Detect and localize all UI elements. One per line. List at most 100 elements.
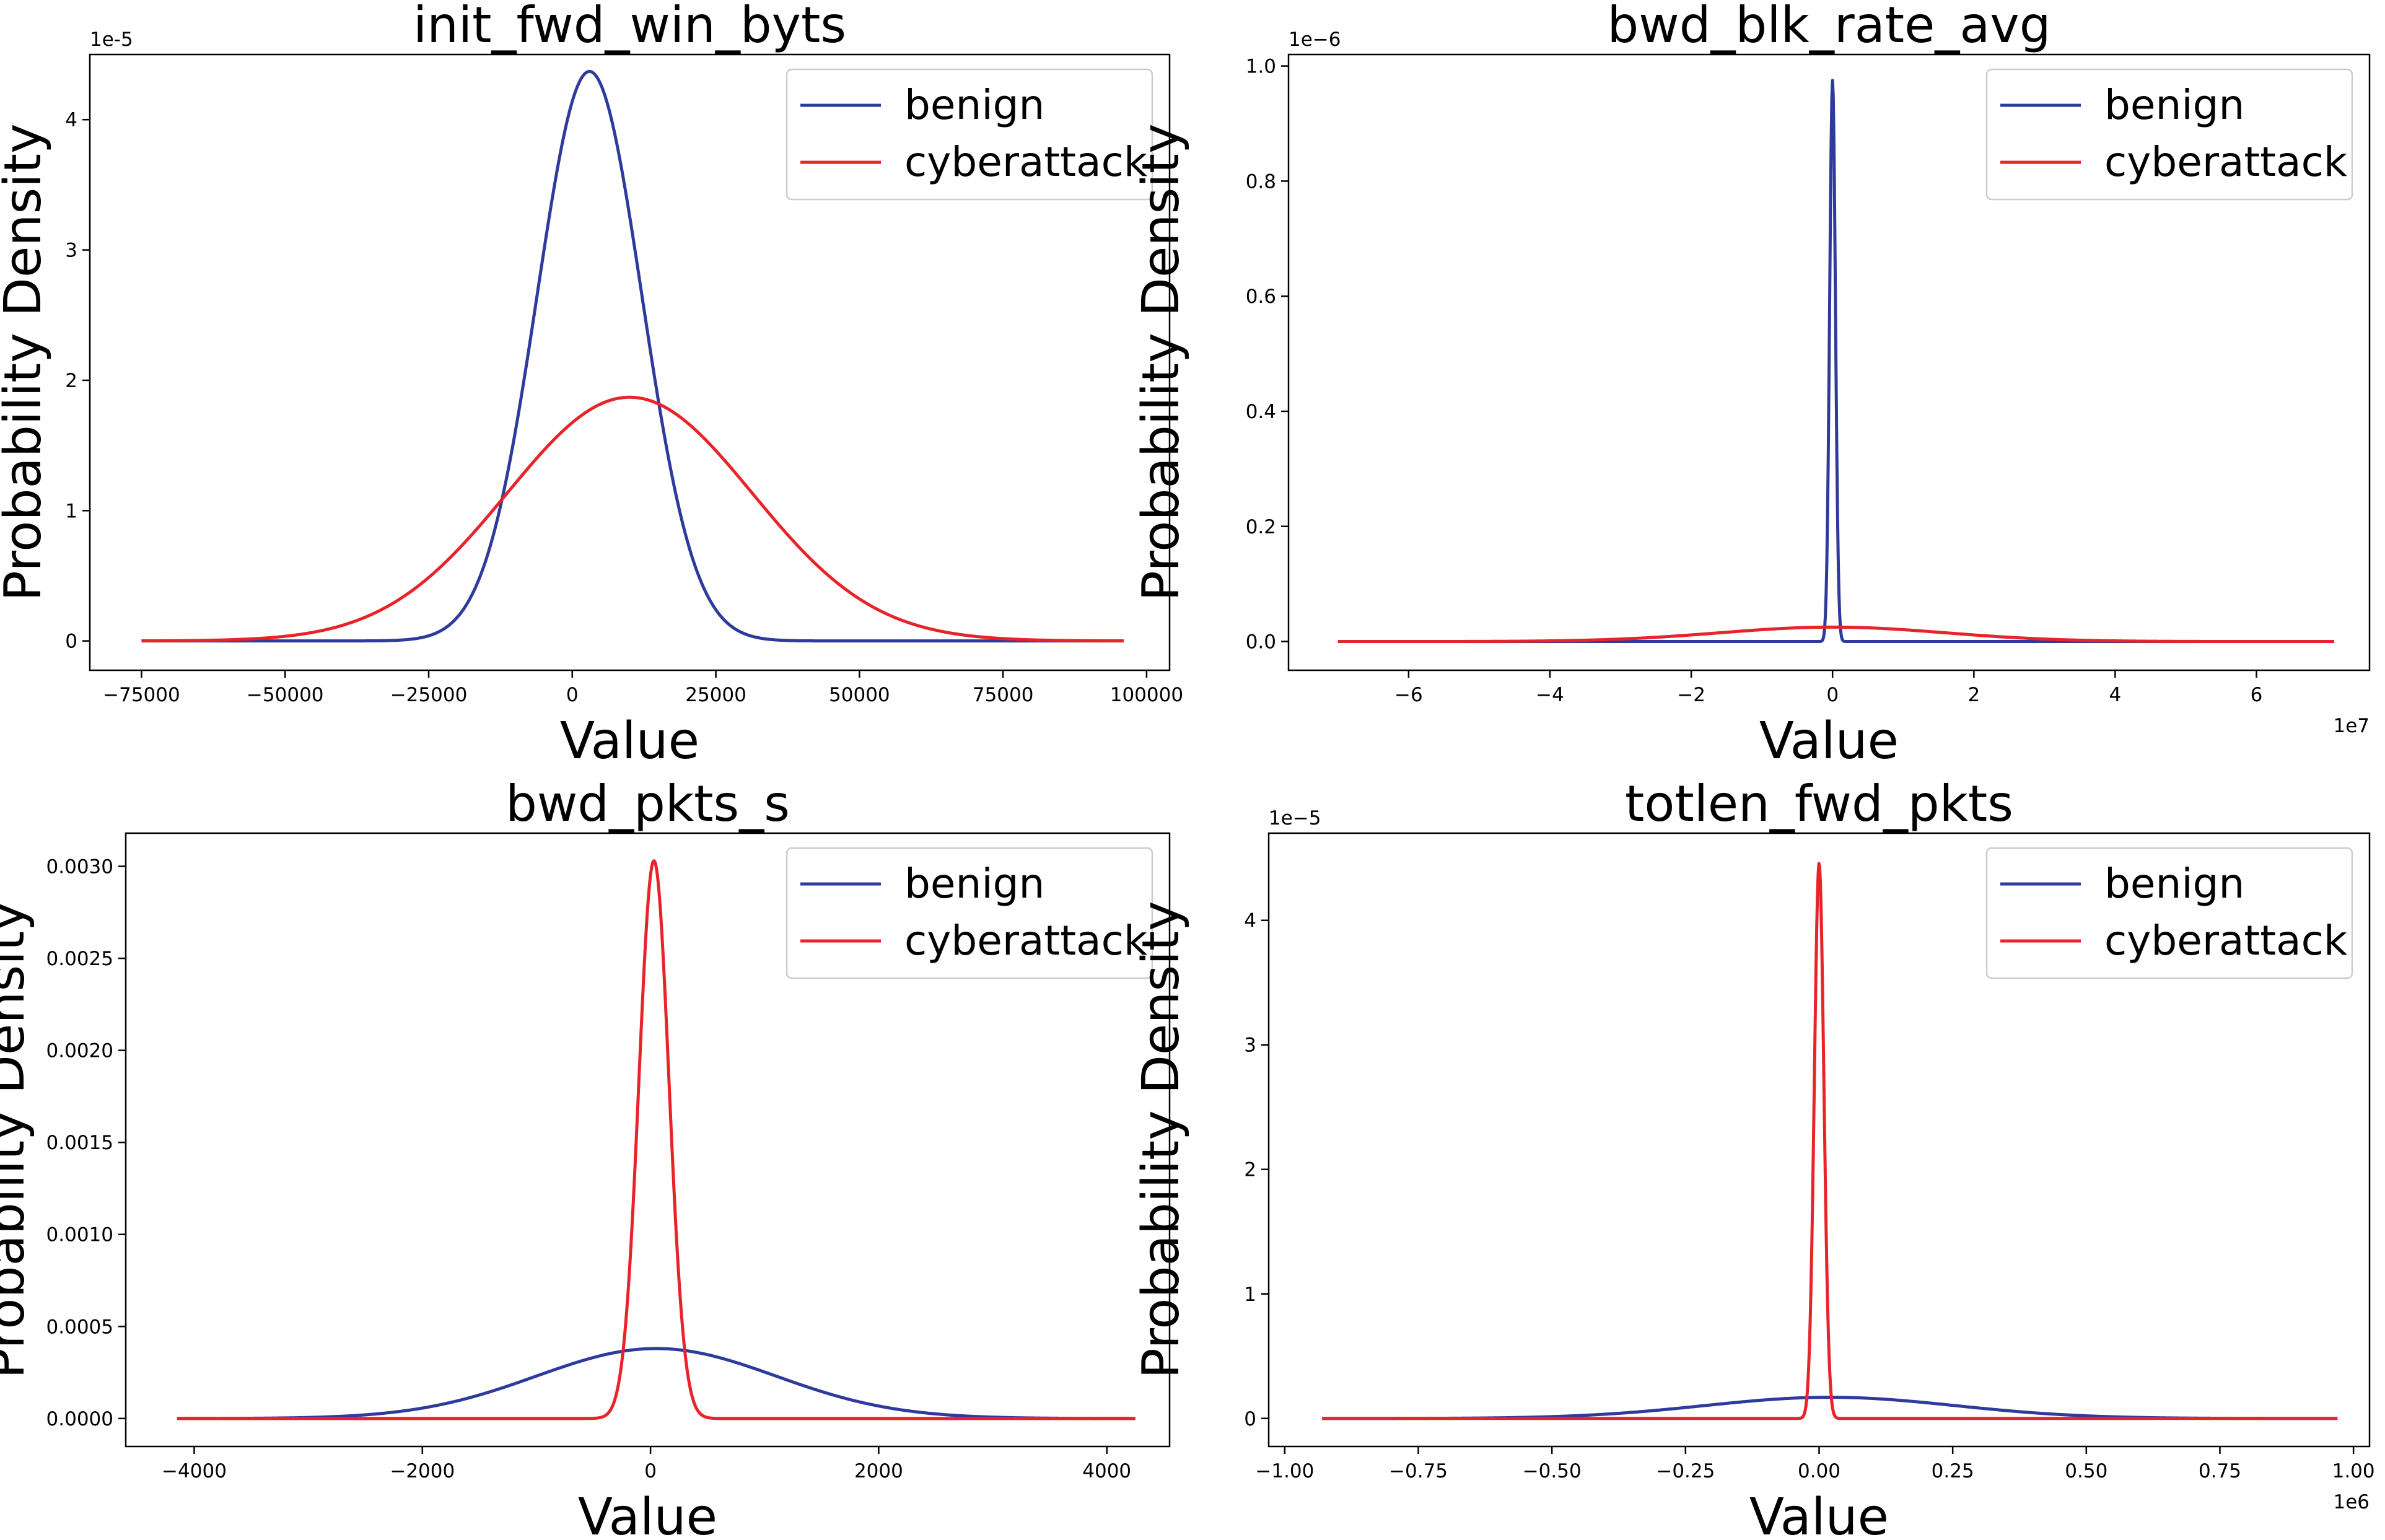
y-tick-label: 0.0010 [46,1224,113,1246]
legend-box [1985,847,2353,979]
y-tick-label: 0.6 [1246,286,1276,308]
x-tick-label: −4 [1536,684,1564,706]
chart-title: totlen_fwd_pkts [1625,775,2013,833]
y-tick-label: 0.8 [1246,170,1276,193]
legend-label-benign: benign [2104,81,2244,129]
x-tick-label: 0 [644,1460,657,1482]
subplot-2: −6 −4 −2 0 2 4 6 0.0 0.2 0.4 0.6 0.8 1.0 1e−6 1e7 bwd_b… [1132,0,2371,771]
x-tick-label: 0.00 [1798,1460,1840,1482]
legend: benign cyberattack [786,68,1153,201]
axes-frame [89,53,1171,672]
y-tick-label: 0.0000 [46,1408,113,1430]
x-tick-label: 75000 [973,684,1034,706]
legend-box [786,847,1153,979]
subplot-3: −4000 −2000 0 2000 4000 0.0000 0.0005 0.0010 0.0… [0,775,1171,1540]
x-tick-label: 0.50 [2065,1460,2107,1482]
x-axis-label: Value [578,1488,717,1540]
x-tick-label: 2 [1967,684,1980,706]
series-line-cyberattack [176,859,1137,1420]
x-axis-label: Value [560,712,699,771]
y-tick-label: 0 [65,631,77,653]
y-tick-label: 0.0 [1246,631,1276,654]
x-tick-label: −50000 [247,684,324,706]
legend-box [786,68,1153,201]
y-tick-label: 2 [1244,1159,1256,1181]
x-axis-label: Value [1759,712,1899,771]
x-tick-label: 0 [1826,684,1839,706]
x-tick-label: −75000 [103,684,180,706]
y-tick-label: 0.0005 [46,1316,113,1338]
x-tick-label: 4000 [1082,1460,1131,1482]
x-tick-label: −2000 [390,1460,455,1482]
x-tick-label: 25000 [685,684,746,706]
legend-box [1985,68,2353,201]
series-line-cyberattack [141,395,1125,643]
subplot-4: −1.00 −0.75 −0.50 −0.25 0.00 0.25 0.50 0.75 1.00… [1132,775,2375,1540]
y-offset-label: 1e−6 [1289,28,1341,51]
chart-title: init_fwd_win_byts [413,0,846,54]
x-tick-label: 2000 [854,1460,903,1482]
legend-label-benign: benign [2104,860,2244,908]
x-offset-label: 1e6 [2333,1491,2370,1513]
x-tick-label: −25000 [390,684,468,706]
y-offset-label: 1e-5 [90,28,133,51]
chart-title: bwd_pkts_s [505,775,790,833]
y-tick-label: 0.0030 [46,855,113,878]
y-tick-label: 0.0020 [46,1040,113,1062]
x-tick-label: 0 [566,684,579,706]
x-tick-label: 6 [2251,684,2263,706]
chart-title: bwd_blk_rate_avg [1608,0,2051,54]
y-tick-label: 1 [65,500,77,522]
legend: benign cyberattack [1985,68,2353,201]
y-tick-label: 1 [1244,1284,1256,1306]
y-tick-label: 2 [65,370,77,392]
legend-label-cyberattack: cyberattack [904,917,1148,965]
x-tick-label: 50000 [829,684,890,706]
legend-label-cyberattack: cyberattack [904,138,1148,186]
y-tick-label: 3 [1244,1035,1256,1057]
legend-label-benign: benign [904,81,1044,129]
series-line-cyberattack [1321,862,2339,1420]
y-tick-label: 1.0 [1246,56,1276,78]
y-tick-label: 4 [65,109,77,131]
subplot-1: −75000 −50000 −25000 0 25000 50000 75000 100000… [0,0,1183,771]
series-line-cyberattack [1337,625,2335,644]
x-offset-label: 1e7 [2333,715,2370,737]
legend: benign cyberattack [786,847,1153,979]
legend: benign cyberattack [1985,847,2353,979]
x-axis-label: Value [1749,1488,1889,1540]
x-tick-label: −4000 [162,1460,227,1482]
x-tick-label: −0.75 [1389,1460,1448,1482]
x-tick-label: −1.00 [1255,1460,1314,1482]
series-line-benign [176,1347,1137,1420]
y-axis-label: Probability Density [1132,901,1191,1378]
y-tick-label: 3 [65,240,77,262]
x-tick-label: −0.50 [1523,1460,1582,1482]
x-tick-label: −6 [1394,684,1423,706]
y-tick-label: 0 [1244,1408,1256,1430]
legend-label-cyberattack: cyberattack [2104,138,2348,186]
y-tick-label: 0.2 [1246,516,1276,538]
axes-frame [1287,53,2371,672]
y-tick-label: 0.4 [1246,401,1276,423]
y-tick-label: 0.0015 [46,1132,113,1154]
x-tick-label: 100000 [1110,684,1183,706]
series-line-benign [1321,1396,2339,1420]
y-axis-label: Probability Density [1132,123,1191,601]
series-line-benign [141,69,1125,643]
y-axis-label: Probability Density [0,901,36,1378]
x-tick-label: 0.75 [2199,1460,2241,1482]
axes-frame [125,832,1171,1448]
x-tick-label: −2 [1677,684,1705,706]
y-axis-label: Probability Density [0,123,53,601]
x-tick-label: 0.25 [1932,1460,1974,1482]
y-tick-label: 4 [1244,910,1256,932]
x-tick-label: 4 [2109,684,2122,706]
x-tick-label: −0.25 [1656,1460,1715,1482]
legend-label-benign: benign [904,860,1044,908]
y-tick-label: 0.0025 [46,948,113,970]
x-tick-label: 1.00 [2332,1460,2375,1482]
legend-label-cyberattack: cyberattack [2104,917,2348,965]
y-offset-label: 1e−5 [1269,807,1321,829]
